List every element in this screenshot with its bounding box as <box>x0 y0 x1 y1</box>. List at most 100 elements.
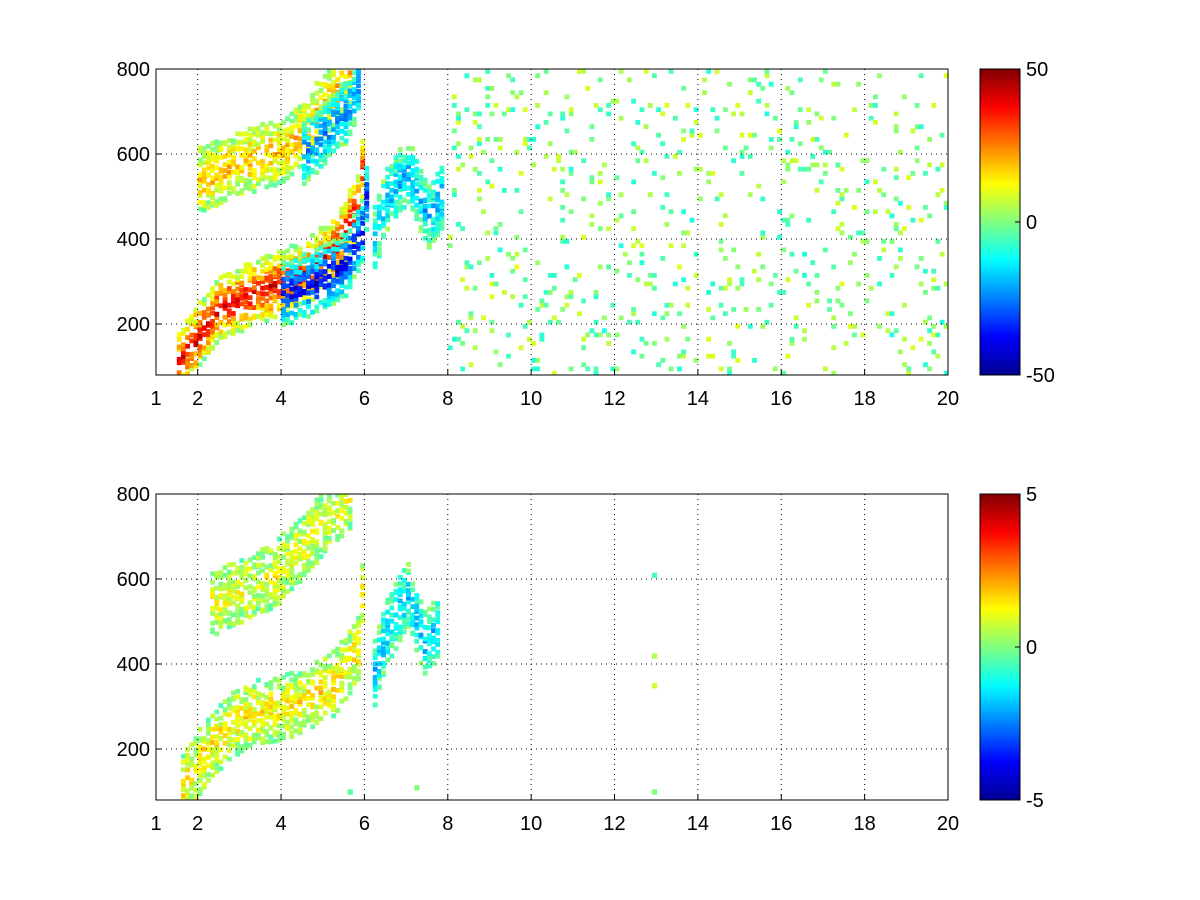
heatmap-cell <box>222 572 228 578</box>
heatmap-cell <box>285 138 290 144</box>
heatmap-cell <box>226 569 232 575</box>
heatmap-cell <box>431 628 436 633</box>
heatmap-cell <box>760 86 766 91</box>
heatmap-cell <box>210 334 215 340</box>
heatmap-cell <box>752 132 757 138</box>
heatmap-cell <box>239 558 245 563</box>
heatmap-cell <box>347 100 353 106</box>
heatmap-cell <box>272 137 278 143</box>
heatmap-cell <box>356 174 361 180</box>
heatmap-cell <box>472 166 478 172</box>
heatmap-cell <box>568 107 574 113</box>
heatmap-cell <box>326 519 332 524</box>
heatmap-cell <box>602 162 607 168</box>
heatmap-cell <box>268 567 274 573</box>
heatmap-cell <box>393 179 399 185</box>
heatmap-cell <box>364 171 370 177</box>
heatmap-cell <box>285 719 290 725</box>
heatmap-cell <box>301 569 307 575</box>
heatmap-cell <box>326 142 332 148</box>
heatmap-cell <box>326 692 332 698</box>
heatmap-cell <box>222 699 228 704</box>
heatmap-cell <box>372 264 378 270</box>
heatmap-cell <box>235 568 240 574</box>
heatmap-cell <box>297 692 303 697</box>
heatmap-cell <box>222 273 228 278</box>
heatmap-cell <box>206 292 211 298</box>
heatmap-cell <box>397 587 403 592</box>
heatmap-cell <box>318 245 324 251</box>
heatmap-cell <box>477 111 482 117</box>
heatmap-cell <box>293 296 299 302</box>
heatmap-cell <box>935 285 941 291</box>
heatmap-cell <box>547 141 553 147</box>
heatmap-cell <box>189 354 195 360</box>
heatmap-cell <box>585 86 591 91</box>
heatmap-cell <box>672 154 678 159</box>
heatmap-cell <box>927 341 932 346</box>
heatmap-cell <box>243 708 249 714</box>
heatmap-cell <box>622 251 628 257</box>
heatmap-cell <box>268 714 274 720</box>
heatmap-cell <box>214 158 220 164</box>
heatmap-cell <box>535 307 541 312</box>
heatmap-cell <box>393 199 399 205</box>
heatmap-cell <box>347 667 353 672</box>
heatmap-cell <box>281 547 286 552</box>
heatmap-cell <box>310 693 315 698</box>
heatmap-cell <box>464 328 470 334</box>
heatmap-cell <box>214 726 220 732</box>
heatmap-cell <box>401 154 407 160</box>
y-tick-label: 400 <box>117 654 150 676</box>
heatmap-cell <box>835 162 841 168</box>
heatmap-cell <box>268 160 274 166</box>
heatmap-cell <box>343 674 349 680</box>
heatmap-cell <box>460 226 466 232</box>
heatmap-cell <box>226 185 232 191</box>
heatmap-cell <box>502 290 507 295</box>
heatmap-cell <box>401 568 407 573</box>
heatmap-cell <box>522 277 528 283</box>
heatmap-cell <box>281 162 286 168</box>
heatmap-cell <box>331 686 336 692</box>
heatmap-cell <box>251 736 257 741</box>
heatmap-cell <box>268 286 274 292</box>
heatmap-cell <box>260 740 265 745</box>
heatmap-cell <box>351 632 357 638</box>
heatmap-cell <box>356 262 361 267</box>
heatmap-cell <box>251 168 257 173</box>
heatmap-cell <box>347 198 353 204</box>
heatmap-cell <box>235 145 240 151</box>
heatmap-cell <box>193 332 199 338</box>
heatmap-cell <box>310 269 315 274</box>
heatmap-cell <box>289 724 295 730</box>
heatmap-cell <box>831 81 837 87</box>
heatmap-cell <box>331 680 336 686</box>
heatmap-cell <box>747 324 753 329</box>
heatmap-cell <box>301 295 307 300</box>
heatmap-cell <box>497 166 503 172</box>
heatmap-cell <box>339 254 345 259</box>
heatmap-cell <box>331 235 336 240</box>
heatmap-cell <box>347 274 353 280</box>
heatmap-cell <box>339 528 345 534</box>
heatmap-cell <box>923 319 928 325</box>
heatmap-cell <box>247 262 253 268</box>
heatmap-cell <box>251 719 257 725</box>
heatmap-cell <box>256 275 261 280</box>
heatmap-cell <box>393 172 399 177</box>
heatmap-cell <box>235 566 240 571</box>
heatmap-cell <box>276 595 282 601</box>
heatmap-cell <box>210 296 215 302</box>
heatmap-cell <box>814 162 820 168</box>
heatmap-cell <box>522 141 528 147</box>
heatmap-cell <box>339 508 345 514</box>
heatmap-cell <box>272 722 278 727</box>
heatmap-cell <box>518 209 524 215</box>
heatmap-cell <box>331 296 336 302</box>
heatmap-cell <box>260 275 265 281</box>
heatmap-cell <box>727 366 732 372</box>
heatmap-cell <box>293 728 299 734</box>
